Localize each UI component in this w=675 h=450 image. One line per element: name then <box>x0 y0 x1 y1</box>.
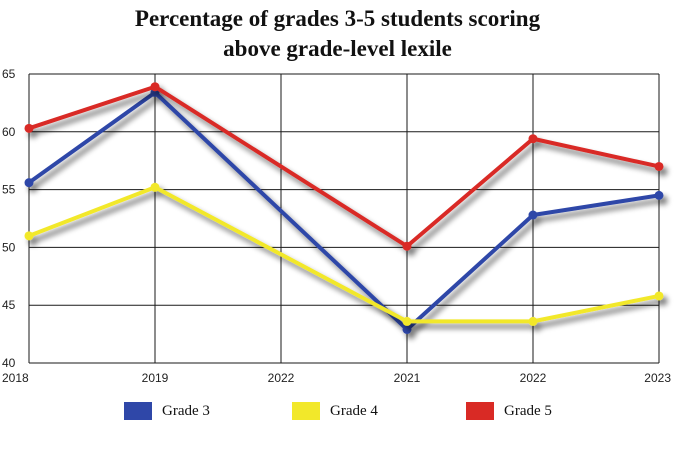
x-tick-label: 2022 <box>520 371 547 385</box>
data-point <box>654 190 664 200</box>
legend-swatch <box>124 402 152 420</box>
y-tick-label: 60 <box>2 125 16 139</box>
data-point <box>654 291 664 301</box>
data-point <box>24 123 34 133</box>
x-tick-label: 2023 <box>644 371 671 385</box>
y-tick-label: 40 <box>2 356 16 370</box>
legend-swatch <box>466 402 494 420</box>
data-point <box>24 178 34 188</box>
data-point <box>528 316 538 326</box>
legend-item: Grade 4 <box>292 402 378 420</box>
line-chart: 40 45 50 55 60 65 2018 2019 2022 2021 2022 2023 <box>2 67 671 385</box>
data-point <box>24 231 34 241</box>
y-tick-label: 50 <box>2 240 16 254</box>
chart-title-line-1: Percentage of grades 3-5 students scorin… <box>134 6 541 31</box>
series-grade-4 <box>24 182 664 326</box>
series-grade-3 <box>24 87 664 334</box>
y-tick-label: 55 <box>2 183 16 197</box>
data-point <box>528 210 538 220</box>
x-tick-label: 2019 <box>142 371 169 385</box>
series-line <box>27 84 661 249</box>
data-point <box>654 161 664 171</box>
data-point <box>528 134 538 144</box>
x-tick-label: 2018 <box>2 371 29 385</box>
legend-item: Grade 3 <box>124 402 210 420</box>
series-line <box>27 90 661 332</box>
legend-label: Grade 3 <box>162 402 210 419</box>
legend: Grade 3 Grade 4 Grade 5 <box>0 402 675 424</box>
legend-label: Grade 4 <box>330 402 378 419</box>
y-tick-label: 65 <box>2 67 16 81</box>
axes: 40 45 50 55 60 65 2018 2019 2022 2021 2022 2023 <box>2 67 671 385</box>
legend-item: Grade 5 <box>466 402 552 420</box>
data-point <box>402 241 412 251</box>
chart-title: Percentage of grades 3-5 students scorin… <box>0 4 675 64</box>
legend-swatch <box>292 402 320 420</box>
data-point <box>150 82 160 92</box>
x-tick-label: 2021 <box>394 371 421 385</box>
series-grade-5 <box>24 82 664 251</box>
data-point <box>402 324 412 334</box>
x-tick-label: 2022 <box>268 371 295 385</box>
legend-label: Grade 5 <box>504 402 552 419</box>
series-group <box>24 82 664 334</box>
chart-title-line-2: above grade-level lexile <box>223 36 452 61</box>
data-point <box>402 316 412 326</box>
y-tick-label: 45 <box>2 298 16 312</box>
data-point <box>150 182 160 192</box>
